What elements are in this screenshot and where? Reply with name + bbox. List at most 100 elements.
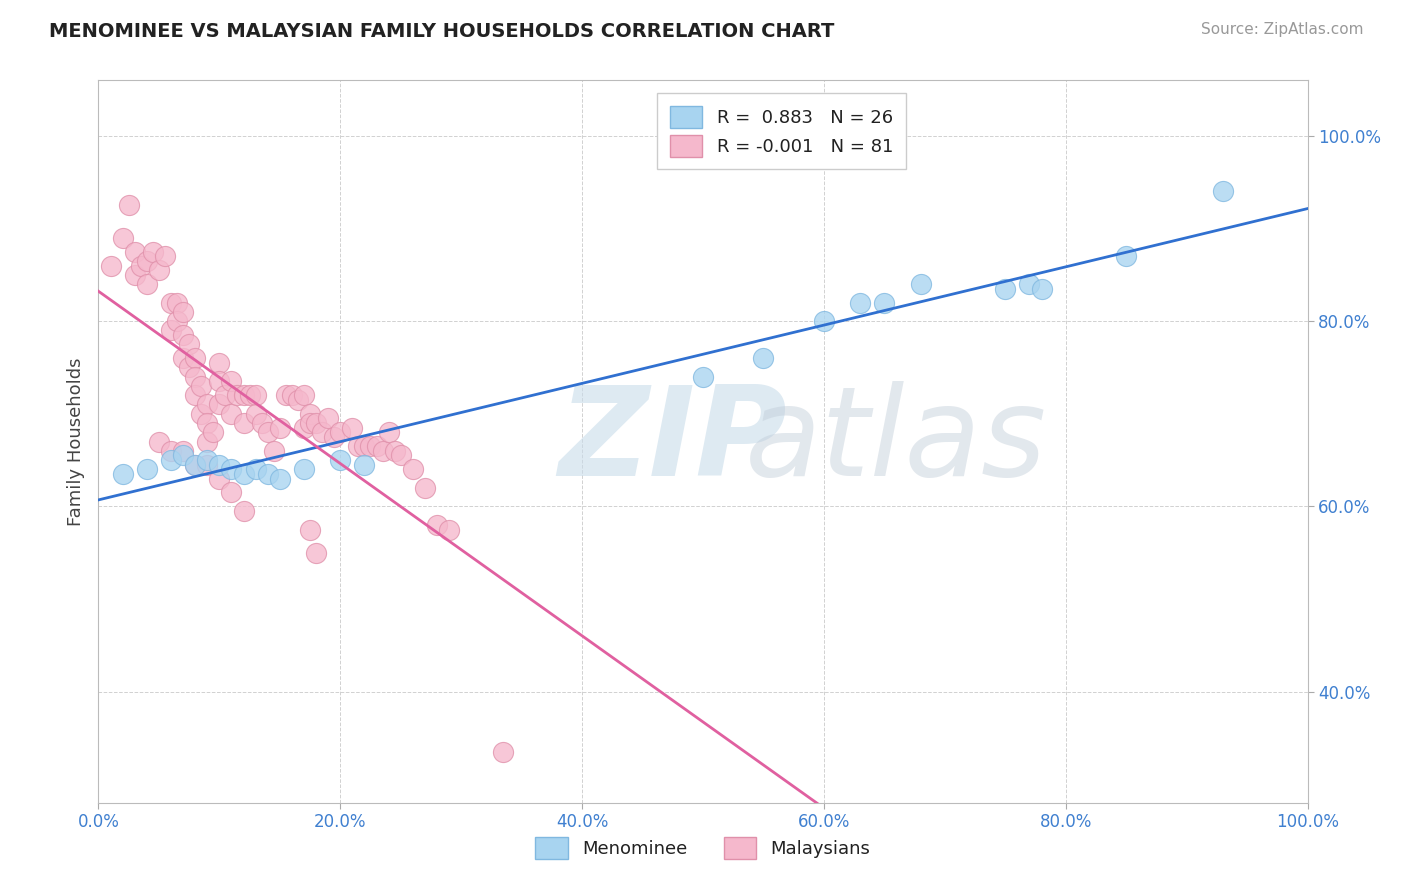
Point <box>184 351 207 366</box>
Point <box>111 231 134 245</box>
Point <box>274 388 297 402</box>
Point <box>256 425 278 440</box>
Point <box>208 458 231 472</box>
Text: Source: ZipAtlas.com: Source: ZipAtlas.com <box>1201 22 1364 37</box>
Point <box>305 416 328 430</box>
Point <box>239 388 262 402</box>
Point <box>994 282 1017 296</box>
Point <box>221 407 243 421</box>
Point <box>195 416 218 430</box>
Point <box>323 430 346 444</box>
Point <box>299 416 322 430</box>
Point <box>208 356 231 370</box>
Point <box>292 420 315 434</box>
Point <box>366 439 388 453</box>
Point <box>172 443 194 458</box>
Point <box>292 462 315 476</box>
Point <box>221 462 243 476</box>
Point <box>299 407 322 421</box>
Point <box>184 458 207 472</box>
Point <box>190 379 212 393</box>
Point <box>384 443 406 458</box>
Legend: Menominee, Malaysians: Menominee, Malaysians <box>529 830 877 866</box>
Point <box>179 337 201 351</box>
Point <box>153 249 176 263</box>
Point <box>195 453 218 467</box>
Point <box>1212 185 1234 199</box>
Point <box>135 254 157 268</box>
Point <box>148 434 170 449</box>
Point <box>142 244 165 259</box>
Point <box>1031 282 1053 296</box>
Point <box>118 198 141 212</box>
Text: atlas: atlas <box>745 381 1047 502</box>
Point <box>208 397 231 411</box>
Point <box>214 388 236 402</box>
Text: MENOMINEE VS MALAYSIAN FAMILY HOUSEHOLDS CORRELATION CHART: MENOMINEE VS MALAYSIAN FAMILY HOUSEHOLDS… <box>49 22 835 41</box>
Point <box>245 462 267 476</box>
Point <box>148 263 170 277</box>
Point <box>226 388 249 402</box>
Point <box>195 397 218 411</box>
Point <box>172 305 194 319</box>
Point <box>100 259 122 273</box>
Point <box>250 416 273 430</box>
Point <box>492 745 515 759</box>
Point <box>287 392 309 407</box>
Point <box>299 523 322 537</box>
Point <box>873 295 896 310</box>
Point <box>160 295 183 310</box>
Point <box>426 517 449 532</box>
Point <box>371 443 394 458</box>
Point <box>329 425 352 440</box>
Point <box>311 425 333 440</box>
Point <box>353 439 375 453</box>
Point <box>221 485 243 500</box>
Point <box>389 449 412 463</box>
Point <box>166 295 188 310</box>
Point <box>129 259 152 273</box>
Point <box>1018 277 1040 291</box>
Point <box>245 407 267 421</box>
Point <box>172 351 194 366</box>
Point <box>172 449 194 463</box>
Point <box>256 467 278 481</box>
Point <box>305 546 328 560</box>
Point <box>342 420 364 434</box>
Point <box>184 388 207 402</box>
Point <box>692 369 714 384</box>
Point <box>269 420 291 434</box>
Point <box>347 439 370 453</box>
Point <box>281 388 304 402</box>
Point <box>124 244 146 259</box>
Point <box>437 523 460 537</box>
Point <box>849 295 872 310</box>
Point <box>195 434 218 449</box>
Point <box>184 369 207 384</box>
Point <box>232 467 254 481</box>
Point <box>160 453 183 467</box>
Point <box>402 462 425 476</box>
Point <box>160 443 183 458</box>
Point <box>910 277 932 291</box>
Point <box>413 481 436 495</box>
Point <box>245 388 267 402</box>
Point <box>1115 249 1137 263</box>
Point <box>208 472 231 486</box>
Point <box>813 314 835 328</box>
Point <box>269 472 291 486</box>
Point <box>179 360 201 375</box>
Point <box>124 268 146 282</box>
Point <box>166 314 188 328</box>
Point <box>292 388 315 402</box>
Point <box>160 323 183 337</box>
Point <box>353 458 375 472</box>
Point <box>111 467 134 481</box>
Point <box>202 425 225 440</box>
Point <box>221 375 243 389</box>
Point <box>135 277 157 291</box>
Text: ZIP: ZIP <box>558 381 786 502</box>
Point <box>208 375 231 389</box>
Point <box>360 439 382 453</box>
Point <box>190 407 212 421</box>
